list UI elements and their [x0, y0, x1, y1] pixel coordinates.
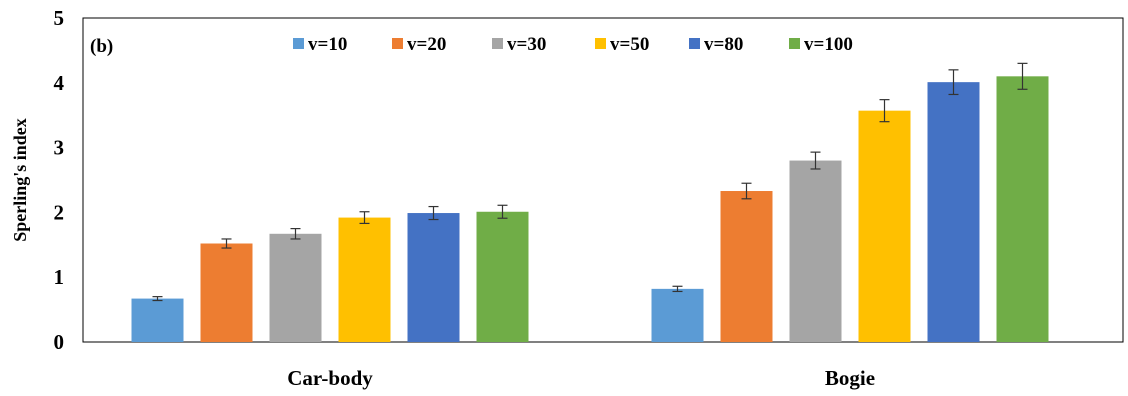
x-axis-labels: Car-body Bogie [287, 366, 875, 390]
legend-item: v=100 [789, 34, 853, 55]
error-bar [221, 238, 232, 249]
legend-swatch [293, 38, 304, 49]
legend-label: v=10 [308, 34, 347, 55]
legend-item: v=80 [689, 34, 743, 55]
bars-group [131, 62, 1049, 342]
bar-car-body-v100 [476, 211, 529, 342]
y-tick-label: 0 [54, 330, 65, 354]
legend-swatch [595, 38, 606, 49]
bar-car-body-v10 [131, 298, 184, 342]
bar-car-body-v30 [269, 233, 322, 342]
legend-item: v=50 [595, 34, 649, 55]
plot-area-frame [82, 17, 1124, 343]
bar-bogie-v50 [858, 110, 911, 342]
error-bar [359, 211, 370, 225]
legend-item: v=20 [392, 34, 446, 55]
category-label: Bogie [825, 366, 875, 390]
y-tick-label: 4 [54, 71, 65, 95]
legend-label: v=30 [507, 34, 546, 55]
bar-bogie-v20 [720, 191, 773, 342]
legend-swatch [492, 38, 503, 49]
category-label: Car-body [287, 366, 373, 390]
y-tick-label: 5 [54, 6, 65, 30]
y-tick-label: 3 [54, 136, 65, 160]
y-tick-label: 1 [54, 265, 65, 289]
error-bar [741, 182, 752, 200]
error-bar [428, 205, 439, 221]
error-bar [290, 228, 301, 240]
bar-car-body-v50 [338, 217, 391, 342]
legend-label: v=100 [804, 34, 853, 55]
legend-label: v=80 [704, 34, 743, 55]
legend: v=10 v=20 v=30 v=50 v=80 v=100 [293, 34, 853, 55]
bar-car-body-v20 [200, 243, 253, 342]
bar-bogie-v10 [651, 288, 704, 342]
legend-swatch [689, 38, 700, 49]
bar-bogie-v30 [789, 160, 842, 342]
error-bar [497, 204, 508, 219]
legend-item: v=30 [492, 34, 546, 55]
y-tick-label: 2 [54, 200, 65, 224]
error-bar [672, 285, 683, 293]
error-bar [1017, 62, 1028, 90]
legend-swatch [789, 38, 800, 49]
legend-label: v=50 [610, 34, 649, 55]
legend-swatch [392, 38, 403, 49]
y-axis-ticks: 0 1 2 3 4 5 [54, 6, 65, 354]
error-bar [948, 69, 959, 96]
legend-label: v=20 [407, 34, 446, 55]
panel-label: (b) [90, 36, 113, 57]
legend-item: v=10 [293, 34, 347, 55]
error-bar [879, 99, 890, 123]
error-bar [152, 296, 163, 302]
y-axis-title: Sperling's index [10, 118, 30, 242]
bar-bogie-v80 [927, 82, 980, 342]
bar-bogie-v100 [996, 76, 1049, 342]
error-bar [810, 151, 821, 170]
bar-car-body-v80 [407, 213, 460, 342]
